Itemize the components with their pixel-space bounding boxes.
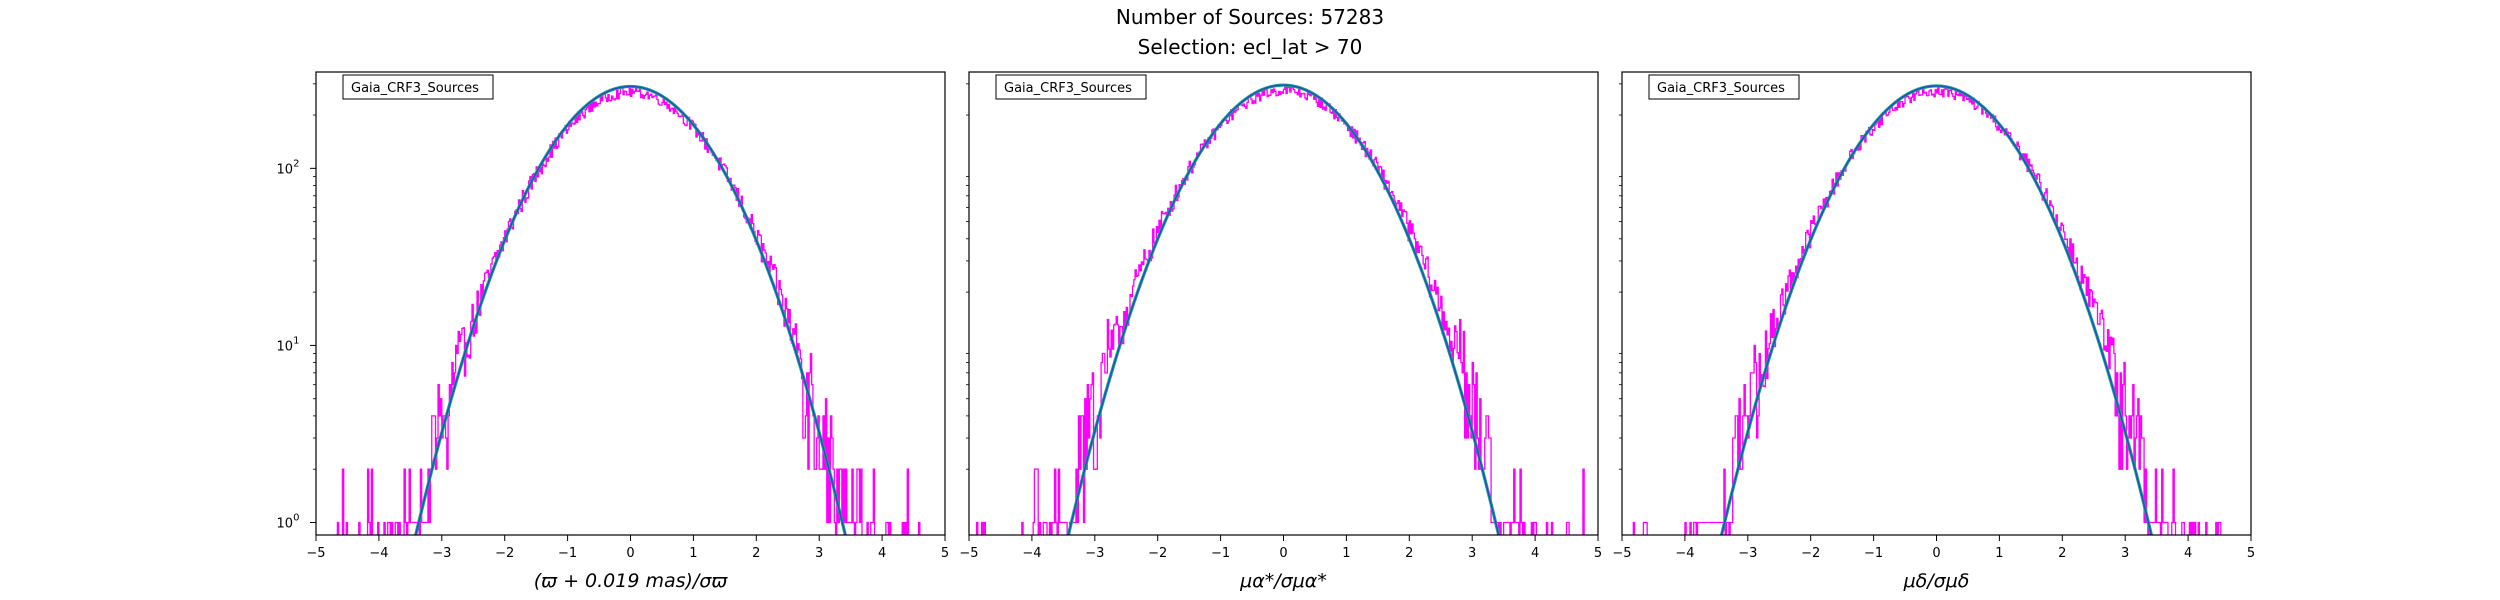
histogram-series xyxy=(975,83,1585,535)
gaussian-fit-line-inner xyxy=(1067,84,1500,535)
histogram-series xyxy=(336,84,921,535)
chart-panel-3: −5 −4 −3 −2 −1 0 1 2 3 4 5 μδ/σμδ Gaia_CRF3_Sources xyxy=(1612,71,2255,592)
x-tick-label: 5 xyxy=(1594,546,1602,561)
y-tick-label: 101 xyxy=(277,335,300,354)
x-tick-label: −5 xyxy=(959,546,978,561)
x-tick-label: −1 xyxy=(558,546,577,561)
x-tick-label: 3 xyxy=(815,546,823,561)
x-tick-label: −4 xyxy=(369,546,388,561)
x-tick-label: 2 xyxy=(1405,546,1413,561)
x-tick-label: 1 xyxy=(1995,546,2003,561)
histogram-steps xyxy=(336,86,921,535)
x-tick-label: 3 xyxy=(1468,546,1476,561)
x-tick-label: −3 xyxy=(1738,546,1757,561)
legend-label: Gaia_CRF3_Sources xyxy=(1004,81,1132,96)
histogram-series xyxy=(1632,84,2222,535)
y-tick-label: 102 xyxy=(277,158,300,177)
legend: Gaia_CRF3_Sources xyxy=(1648,74,1800,100)
x-tick-label: 2 xyxy=(752,546,760,561)
legend-box xyxy=(1648,74,1800,100)
x-tick-label: −2 xyxy=(495,546,514,561)
x-tick-label: −2 xyxy=(1801,546,1820,561)
x-tick-label: −3 xyxy=(1085,546,1104,561)
x-tick-label: −2 xyxy=(1148,546,1167,561)
x-tick-label: 2 xyxy=(2058,546,2066,561)
x-axis-label: μα*/σμα* xyxy=(1239,570,1327,592)
figure-title-line1: Number of Sources: 57283 xyxy=(1116,5,1384,29)
gaussian-fit-line-inner xyxy=(1720,85,2153,535)
legend-label: Gaia_CRF3_Sources xyxy=(1657,81,1785,96)
x-tick-label: 5 xyxy=(941,546,949,561)
x-tick-label: 3 xyxy=(2121,546,2129,561)
legend-box xyxy=(342,74,494,100)
axes-frame xyxy=(968,71,1599,536)
x-tick-label: 0 xyxy=(1279,546,1287,561)
figure-title-line2: Selection: ecl_lat > 70 xyxy=(1138,35,1363,59)
legend: Gaia_CRF3_Sources xyxy=(342,74,494,100)
x-axis-label: (ϖ + 0.019 mas)/σϖ xyxy=(534,570,729,592)
chart-panel-1: −5 −4 −3 −2 −1 0 1 2 3 4 5 100 101 102 (ϖ + 0.019 mas)… xyxy=(277,71,949,592)
x-axis-label: μδ/σμδ xyxy=(1903,570,1970,592)
axes-frame xyxy=(315,71,946,536)
x-tick-label: 1 xyxy=(689,546,697,561)
x-tick-label: 1 xyxy=(1342,546,1350,561)
histogram-steps xyxy=(1632,86,2222,535)
axes-frame xyxy=(1621,71,2252,536)
x-tick-label: 0 xyxy=(1932,546,1940,561)
legend: Gaia_CRF3_Sources xyxy=(995,74,1147,100)
chart-panel-2: −5 −4 −3 −2 −1 0 1 2 3 4 5 μα*/σμα* Gaia_CRF3_Source… xyxy=(959,71,1602,592)
x-tick-label: 0 xyxy=(626,546,634,561)
x-tick-label: 4 xyxy=(2184,546,2192,561)
y-tick-label: 100 xyxy=(277,513,300,532)
x-tick-label: 4 xyxy=(1531,546,1539,561)
x-tick-label: −1 xyxy=(1211,546,1230,561)
legend-label: Gaia_CRF3_Sources xyxy=(351,81,479,96)
x-tick-label: −5 xyxy=(1612,546,1631,561)
x-tick-label: 5 xyxy=(2247,546,2255,561)
legend-box xyxy=(995,74,1147,100)
x-tick-label: −4 xyxy=(1675,546,1694,561)
gaussian-fit-line-inner xyxy=(414,85,847,535)
x-tick-label: −3 xyxy=(432,546,451,561)
x-tick-label: −4 xyxy=(1022,546,1041,561)
x-tick-label: −5 xyxy=(306,546,325,561)
x-tick-label: −1 xyxy=(1864,546,1883,561)
x-tick-label: 4 xyxy=(878,546,886,561)
histogram-steps xyxy=(975,86,1585,535)
